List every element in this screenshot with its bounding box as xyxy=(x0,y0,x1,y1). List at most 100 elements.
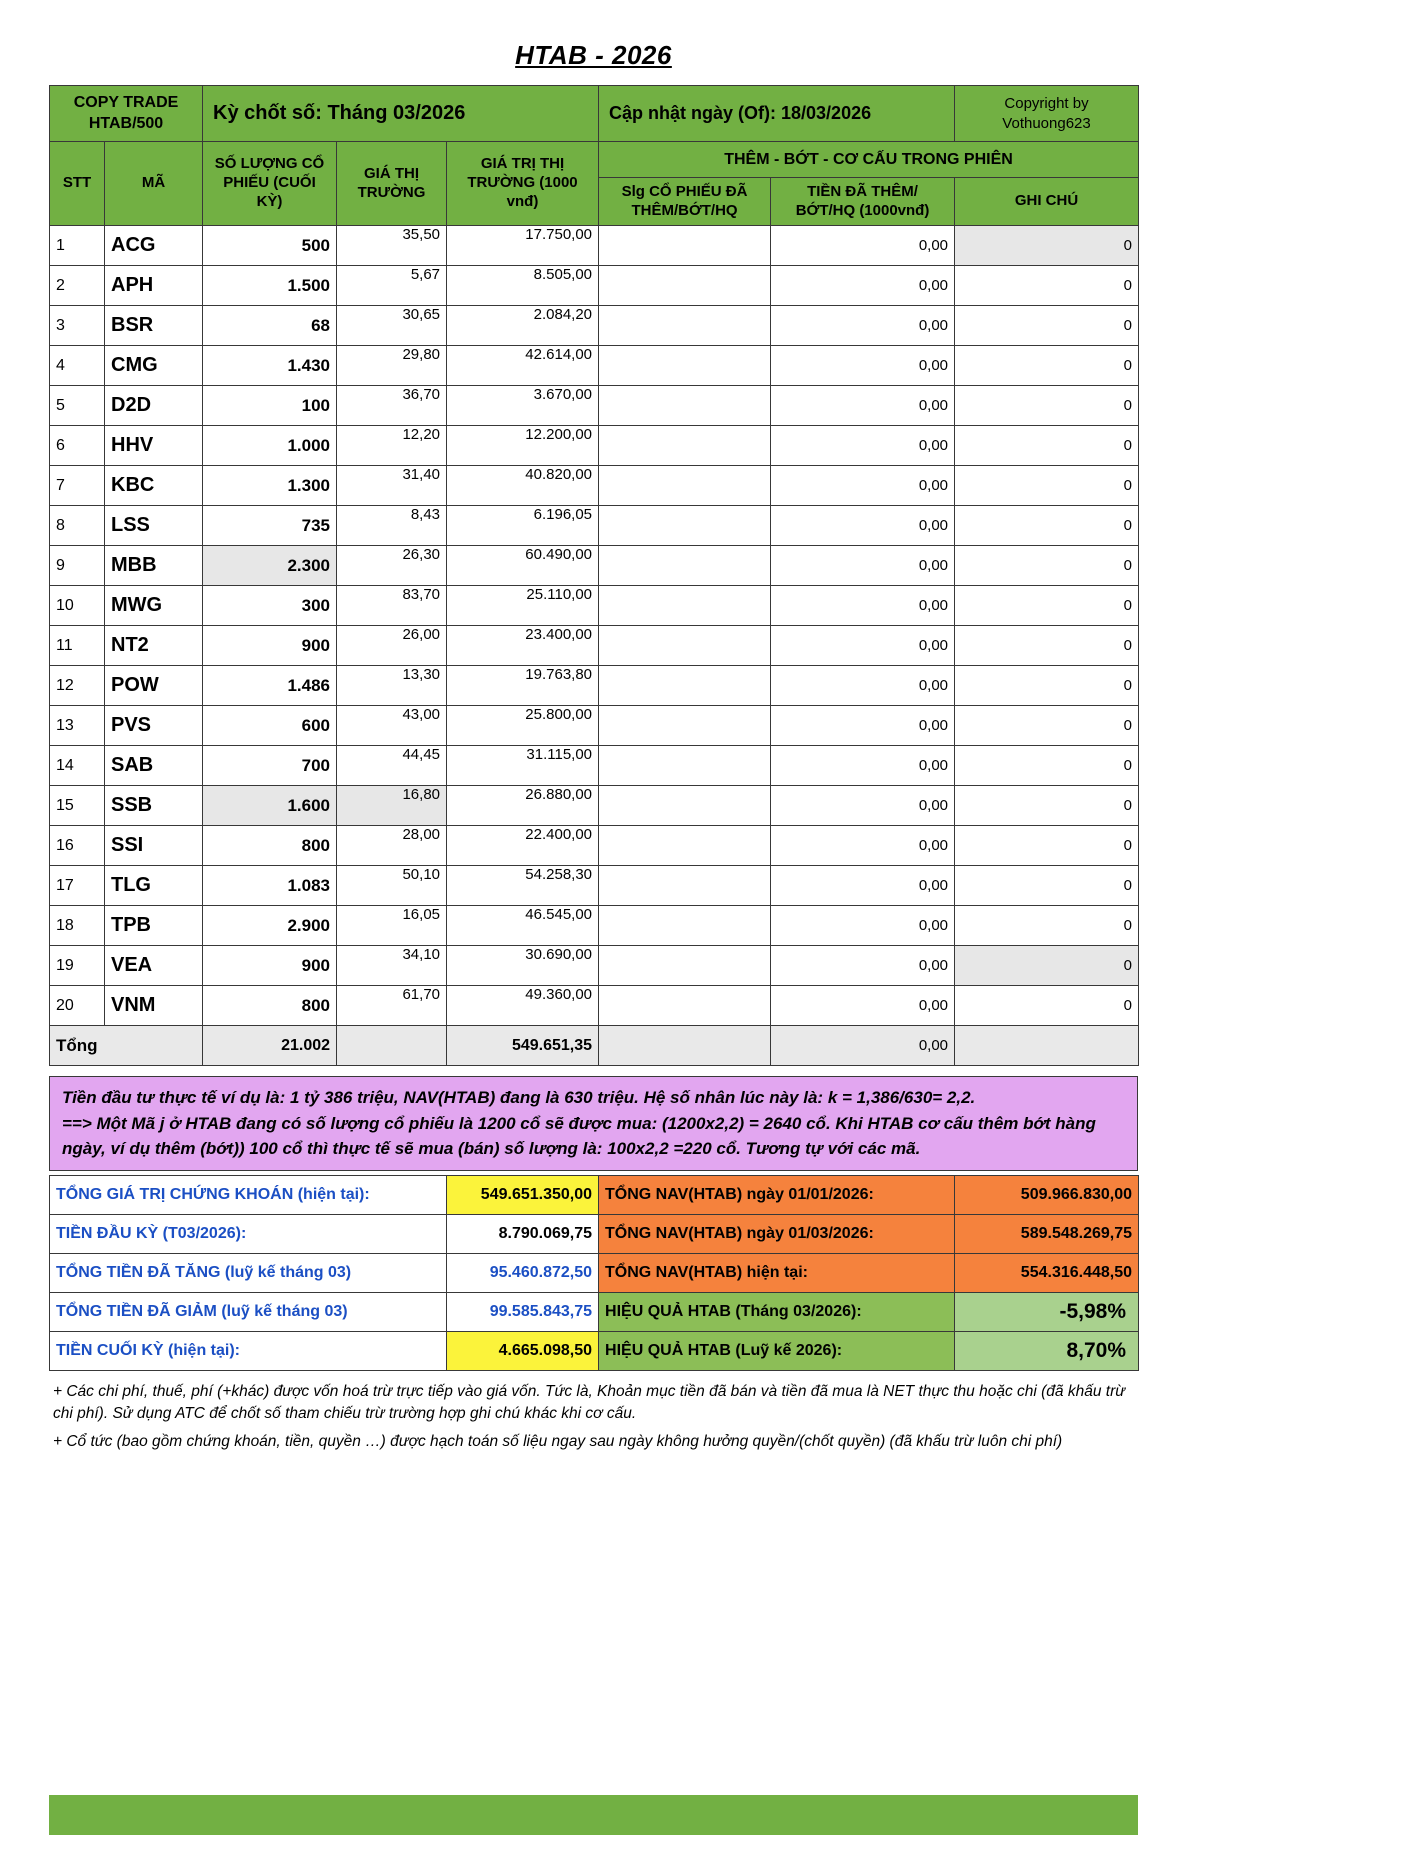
cell-market-value: 23.400,00 xyxy=(446,625,600,666)
summary-row: TỔNG TIỀN ĐÃ TĂNG (luỹ kế tháng 03) 95.46… xyxy=(48,1252,1140,1293)
table-row: 7 KBC 1.300 31,40 40.820,00 0,00 0 xyxy=(49,465,1140,506)
footnote: + Cổ tức (bao gồm chứng khoán, tiền, quy… xyxy=(53,1433,1063,1451)
cell-price: 61,70 xyxy=(336,985,448,1026)
cell-note: 0 xyxy=(954,265,1140,306)
cell-price: 43,00 xyxy=(336,705,448,746)
cell-stt: 12 xyxy=(49,665,105,706)
cell-stt: 2 xyxy=(49,265,105,306)
table-row: 5 D2D 100 36,70 3.670,00 0,00 0 xyxy=(49,385,1140,426)
cell-price: 13,30 xyxy=(336,665,448,706)
cell-note: 0 xyxy=(954,505,1140,546)
cell-note: 0 xyxy=(954,425,1140,466)
cell-price: 5,67 xyxy=(336,265,448,306)
cell-market-value: 8.505,00 xyxy=(446,265,600,306)
note-line: Tiền đầu tư thực tế ví dụ là: 1 tỷ 386 t… xyxy=(62,1088,976,1107)
cell-market-value: 6.196,05 xyxy=(446,505,600,546)
cell-shares-added xyxy=(598,385,772,426)
summary-row: TỔNG GIÁ TRỊ CHỨNG KHOÁN (hiện tại): 549.… xyxy=(48,1174,1140,1215)
header-update-date: Cập nhật ngày (Of): 18/03/2026 xyxy=(598,85,956,142)
cell-ticker: HHV xyxy=(103,425,204,466)
cell-price: 83,70 xyxy=(336,585,448,626)
summary-table-body: TỔNG GIÁ TRỊ CHỨNG KHOÁN (hiện tại): 549.… xyxy=(48,1174,1140,1371)
cell-price: 26,30 xyxy=(336,545,448,586)
cell-note: 0 xyxy=(954,305,1140,346)
cell-ticker: SSB xyxy=(103,785,204,826)
cell-shares-added xyxy=(598,985,772,1026)
cell-ticker: LSS xyxy=(103,505,204,546)
cell-stt: 18 xyxy=(49,905,105,946)
cell-quantity: 700 xyxy=(202,745,338,786)
cell-money-added: 0,00 xyxy=(770,305,956,346)
summary-value: 95.460.872,50 xyxy=(446,1252,600,1293)
cell-money-added: 0,00 xyxy=(770,705,956,746)
cell-ticker: PVS xyxy=(103,705,204,746)
cell-note: 0 xyxy=(954,225,1140,266)
table-title-row: COPY TRADE HTAB/500 Kỳ chốt số: Tháng 03… xyxy=(48,85,1140,142)
cell-price: 16,05 xyxy=(336,905,448,946)
cell-market-value: 26.880,00 xyxy=(446,785,600,826)
cell-market-value: 31.115,00 xyxy=(446,745,600,786)
cell-ticker: D2D xyxy=(103,385,204,426)
cell-money-added: 0,00 xyxy=(770,505,956,546)
total-money-added: 0,00 xyxy=(770,1025,956,1066)
cell-quantity: 1.083 xyxy=(202,865,338,906)
cell-money-added: 0,00 xyxy=(770,385,956,426)
table-row: 10 MWG 300 83,70 25.110,00 0,00 0 xyxy=(49,585,1140,626)
cell-shares-added xyxy=(598,945,772,986)
col-header-price: GIÁ THỊ TRƯỜNG xyxy=(336,141,448,226)
cell-stt: 7 xyxy=(49,465,105,506)
cell-money-added: 0,00 xyxy=(770,625,956,666)
total-quantity: 21.002 xyxy=(202,1025,338,1066)
table-row: 19 VEA 900 34,10 30.690,00 0,00 0 xyxy=(49,945,1140,986)
summary-label: TỔNG TIỀN ĐÃ TĂNG (luỹ kế tháng 03) xyxy=(48,1252,448,1293)
col-header-group: THÊM - BỚT - CƠ CẤU TRONG PHIÊN xyxy=(598,141,1140,178)
cell-ticker: TPB xyxy=(103,905,204,946)
table-row: 12 POW 1.486 13,30 19.763,80 0,00 0 xyxy=(49,665,1140,706)
summary-value: 8.790.069,75 xyxy=(446,1213,600,1254)
total-note xyxy=(954,1025,1140,1066)
spreadsheet: HTAB - 2026 COPY TRADE HTAB/500 Kỳ chốt … xyxy=(48,40,1140,1460)
table-row: 15 SSB 1.600 16,80 26.880,00 0,00 0 xyxy=(49,785,1140,826)
cell-market-value: 54.258,30 xyxy=(446,865,600,906)
column-header-row-2: Slg CỔ PHIẾU ĐÃ THÊM/BỚT/HQ TIỀN ĐÃ THÊM… xyxy=(50,177,1140,226)
cell-stt: 15 xyxy=(49,785,105,826)
cell-price: 36,70 xyxy=(336,385,448,426)
cell-price: 12,20 xyxy=(336,425,448,466)
cell-shares-added xyxy=(598,345,772,386)
cell-quantity: 735 xyxy=(202,505,338,546)
cell-note: 0 xyxy=(954,905,1140,946)
cell-shares-added xyxy=(598,745,772,786)
cell-money-added: 0,00 xyxy=(770,425,956,466)
cell-stt: 6 xyxy=(49,425,105,466)
cell-market-value: 25.800,00 xyxy=(446,705,600,746)
nav-label: TỔNG NAV(HTAB) ngày 01/03/2026: xyxy=(598,1213,956,1254)
summary-value: 4.665.098,50 xyxy=(446,1330,600,1371)
cell-market-value: 12.200,00 xyxy=(446,425,600,466)
cell-quantity: 1.300 xyxy=(202,465,338,506)
cell-market-value: 49.360,00 xyxy=(446,985,600,1026)
summary-row: TỔNG TIỀN ĐÃ GIẢM (luỹ kế tháng 03) 99.58… xyxy=(48,1291,1140,1332)
multiplier-note-box: Tiền đầu tư thực tế ví dụ là: 1 tỷ 386 t… xyxy=(49,1076,1138,1171)
table-row: 20 VNM 800 61,70 49.360,00 0,00 0 xyxy=(49,985,1140,1026)
cell-quantity: 800 xyxy=(202,825,338,866)
footer-bar xyxy=(49,1795,1138,1835)
cell-note: 0 xyxy=(954,585,1140,626)
cell-stt: 14 xyxy=(49,745,105,786)
cell-market-value: 30.690,00 xyxy=(446,945,600,986)
page-title: HTAB - 2026 xyxy=(515,40,672,70)
footnote: + Các chi phí, thuế, phí (+khác) được vố… xyxy=(53,1382,1126,1422)
table-row: 3 BSR 68 30,65 2.084,20 0,00 0 xyxy=(49,305,1140,346)
cell-note: 0 xyxy=(954,745,1140,786)
cell-ticker: BSR xyxy=(103,305,204,346)
cell-ticker: TLG xyxy=(103,865,204,906)
cell-shares-added xyxy=(598,705,772,746)
note-line: ==> Một Mã j ở HTAB đang có số lượng cổ … xyxy=(62,1113,1096,1159)
cell-market-value: 22.400,00 xyxy=(446,825,600,866)
cell-shares-added xyxy=(598,825,772,866)
cell-quantity: 1.600 xyxy=(202,785,338,826)
col-header-stt: STT xyxy=(49,141,105,226)
cell-note: 0 xyxy=(954,865,1140,906)
table-row: 6 HHV 1.000 12,20 12.200,00 0,00 0 xyxy=(49,425,1140,466)
cell-market-value: 25.110,00 xyxy=(446,585,600,626)
col-header-quantity: SỐ LƯỢNG CỔ PHIẾU (CUỐI KỲ) xyxy=(202,141,338,226)
